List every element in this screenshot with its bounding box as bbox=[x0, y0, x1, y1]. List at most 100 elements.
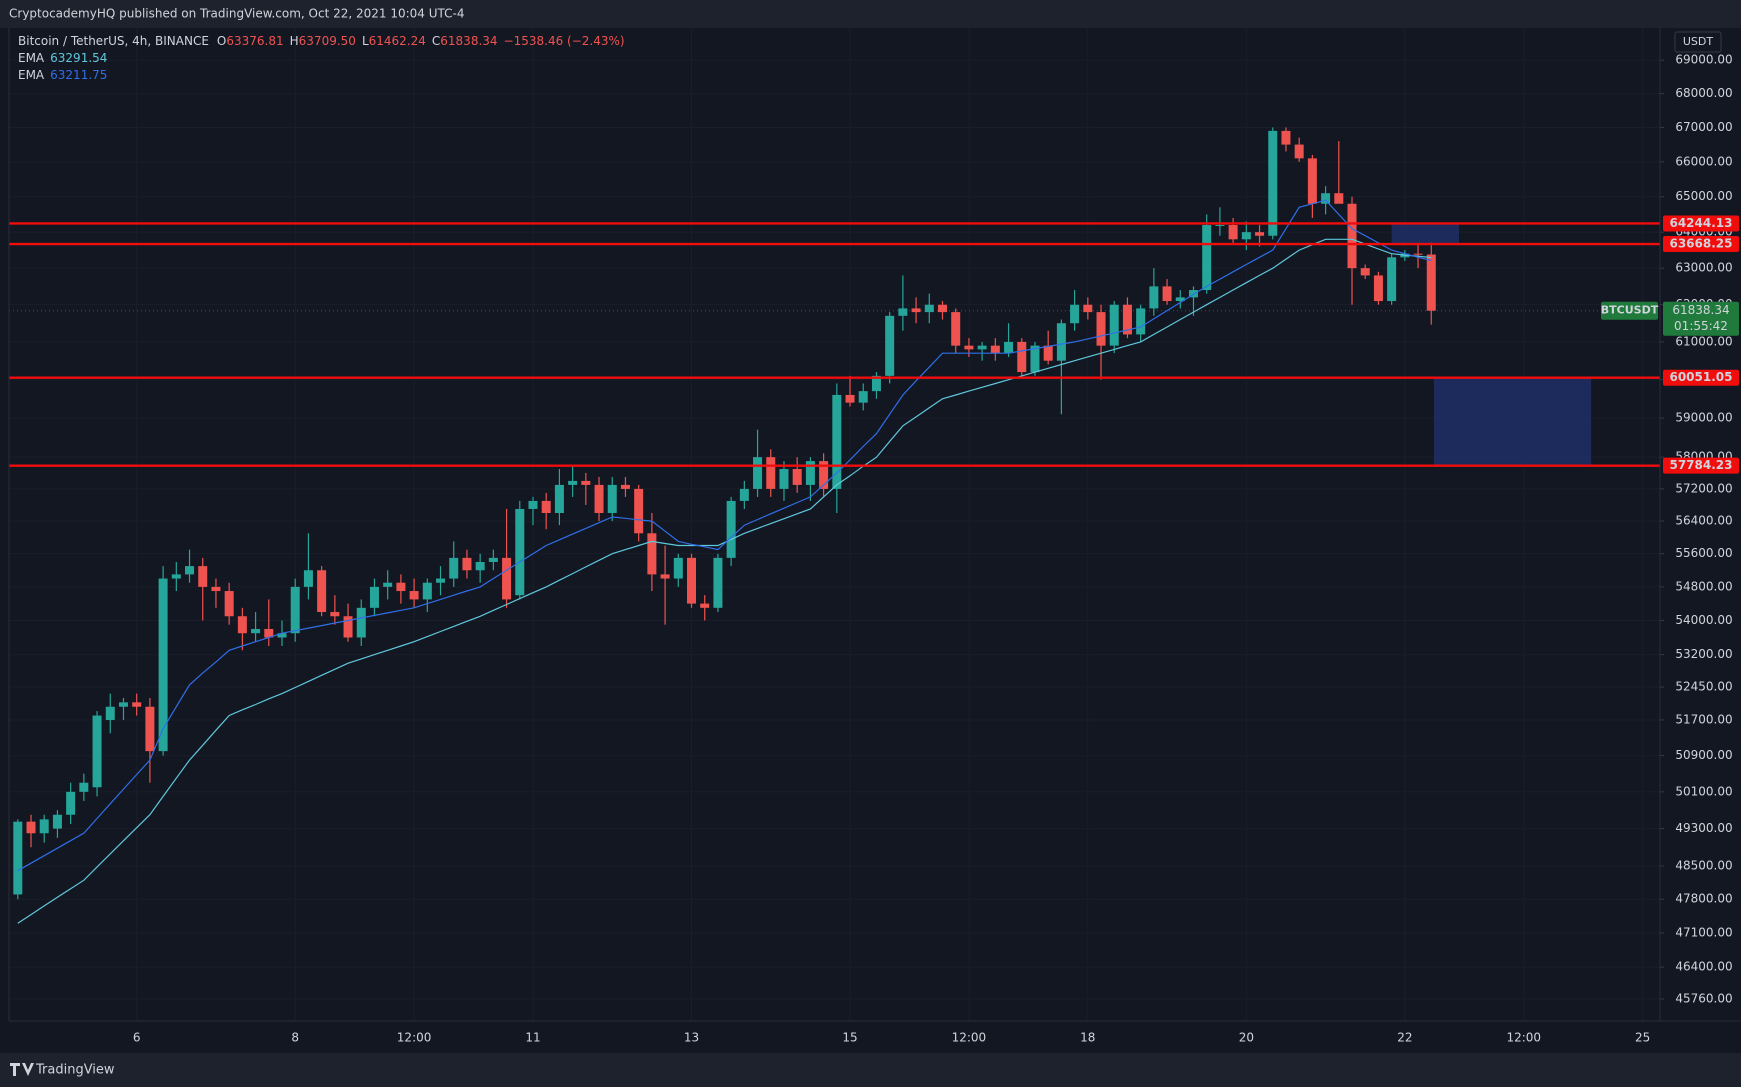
candle-body bbox=[898, 308, 908, 316]
x-tick-label: 18 bbox=[1080, 1031, 1095, 1045]
candle-body bbox=[964, 345, 974, 350]
candle-body bbox=[515, 508, 525, 596]
x-tick-label: 25 bbox=[1635, 1031, 1650, 1045]
candle-body bbox=[1307, 158, 1317, 204]
candle-body bbox=[198, 566, 208, 587]
ohlc-value: 63709.50 bbox=[299, 34, 356, 48]
currency: USDT bbox=[1683, 35, 1714, 48]
y-tick-label: 53200.00 bbox=[1675, 647, 1732, 661]
y-tick-label: 57200.00 bbox=[1675, 481, 1732, 495]
candle-body bbox=[687, 557, 697, 604]
candle-body bbox=[436, 578, 446, 583]
candle-body bbox=[845, 394, 855, 403]
y-tick-label: 47800.00 bbox=[1675, 892, 1732, 906]
candle-body bbox=[528, 500, 538, 509]
candle-body bbox=[1188, 290, 1198, 298]
candle-body bbox=[924, 304, 934, 313]
level-label: 64244.13 bbox=[1669, 216, 1732, 230]
candle-body bbox=[700, 603, 710, 608]
candle-body bbox=[871, 375, 881, 392]
candle-body bbox=[224, 591, 234, 617]
candle-body bbox=[1294, 144, 1304, 159]
candle-body bbox=[488, 557, 498, 562]
x-tick-label: 12:00 bbox=[952, 1031, 987, 1045]
candle-body bbox=[449, 557, 459, 579]
ema-value: 63291.54 bbox=[50, 51, 107, 65]
candle-body bbox=[1175, 297, 1185, 302]
candle-body bbox=[779, 469, 789, 489]
candle-body bbox=[1373, 275, 1383, 302]
candle-body bbox=[237, 616, 247, 634]
candle-body bbox=[132, 702, 142, 707]
candle-body bbox=[1215, 225, 1225, 227]
y-tick-label: 67000.00 bbox=[1675, 120, 1732, 134]
candle-body bbox=[317, 570, 327, 613]
candle-body bbox=[581, 480, 591, 485]
y-tick-label: 45760.00 bbox=[1675, 991, 1732, 1005]
y-tick-label: 48500.00 bbox=[1675, 859, 1732, 873]
candle-body bbox=[343, 616, 353, 638]
footer-bar bbox=[0, 1053, 1741, 1087]
candle-body bbox=[673, 557, 683, 579]
candle-body bbox=[766, 457, 776, 489]
zone bbox=[1433, 377, 1592, 466]
y-tick-label: 50100.00 bbox=[1675, 784, 1732, 798]
candle-body bbox=[885, 315, 895, 376]
change: −1538.46 (−2.43%) bbox=[504, 34, 625, 48]
candle-body bbox=[753, 457, 763, 489]
x-tick-label: 6 bbox=[133, 1031, 141, 1045]
candle-body bbox=[805, 461, 815, 485]
y-tick-label: 49300.00 bbox=[1675, 821, 1732, 835]
header-bar bbox=[0, 0, 1741, 28]
candle-body bbox=[462, 557, 472, 571]
candle-body bbox=[739, 488, 749, 501]
candle-body bbox=[171, 574, 181, 579]
candle-body bbox=[52, 814, 62, 829]
candle-body bbox=[990, 345, 1000, 354]
level-label-box bbox=[1663, 457, 1739, 474]
ohlc-letter: O bbox=[217, 34, 226, 48]
candle-body bbox=[277, 633, 287, 638]
candle-body bbox=[303, 570, 313, 587]
candle-body bbox=[554, 484, 564, 514]
y-tick-label: 47100.00 bbox=[1675, 925, 1732, 939]
candle-body bbox=[26, 821, 36, 834]
y-tick-label: 65000.00 bbox=[1675, 189, 1732, 203]
legend-main: Bitcoin / TetherUS, 4h, BINANCE O63376.81… bbox=[18, 34, 625, 48]
y-tick-label: 68000.00 bbox=[1675, 86, 1732, 100]
ticker: BTCUSDT bbox=[1601, 304, 1659, 317]
candle-body bbox=[1030, 345, 1040, 373]
ohlc-value: 63376.81 bbox=[226, 34, 283, 48]
candle-body bbox=[1017, 341, 1027, 373]
candle-body bbox=[145, 706, 155, 752]
candle-body bbox=[1136, 308, 1146, 335]
candle-body bbox=[607, 484, 617, 514]
candle-body bbox=[13, 821, 23, 895]
level-label-box bbox=[1663, 369, 1739, 386]
candle-body bbox=[369, 586, 379, 608]
ema-value: 63211.75 bbox=[50, 68, 107, 82]
candle-body bbox=[290, 586, 300, 634]
price-label: 61838.34 bbox=[1672, 303, 1729, 317]
candle-body bbox=[211, 586, 221, 592]
candle-body bbox=[1004, 341, 1014, 354]
y-tick-label: 50900.00 bbox=[1675, 748, 1732, 762]
candle-body bbox=[409, 591, 419, 600]
candle-body bbox=[502, 557, 512, 600]
x-tick-label: 13 bbox=[684, 1031, 699, 1045]
candle-body bbox=[1096, 312, 1106, 346]
candle-body bbox=[541, 500, 551, 514]
y-tick-label: 66000.00 bbox=[1675, 154, 1732, 168]
candle-body bbox=[356, 607, 366, 638]
candle-body bbox=[1122, 304, 1132, 335]
ema-line bbox=[17, 238, 1432, 924]
brand: TradingView bbox=[35, 1063, 115, 1078]
legend-ema: EMA 63291.54 bbox=[18, 51, 107, 65]
y-tick-label: 59000.00 bbox=[1675, 411, 1732, 425]
y-tick-label: 69000.00 bbox=[1675, 53, 1732, 67]
ema-line bbox=[17, 199, 1432, 872]
level-label: 57784.23 bbox=[1669, 458, 1732, 472]
symbol: Bitcoin / TetherUS, 4h, BINANCE bbox=[18, 34, 209, 48]
candle-body bbox=[1426, 254, 1436, 311]
